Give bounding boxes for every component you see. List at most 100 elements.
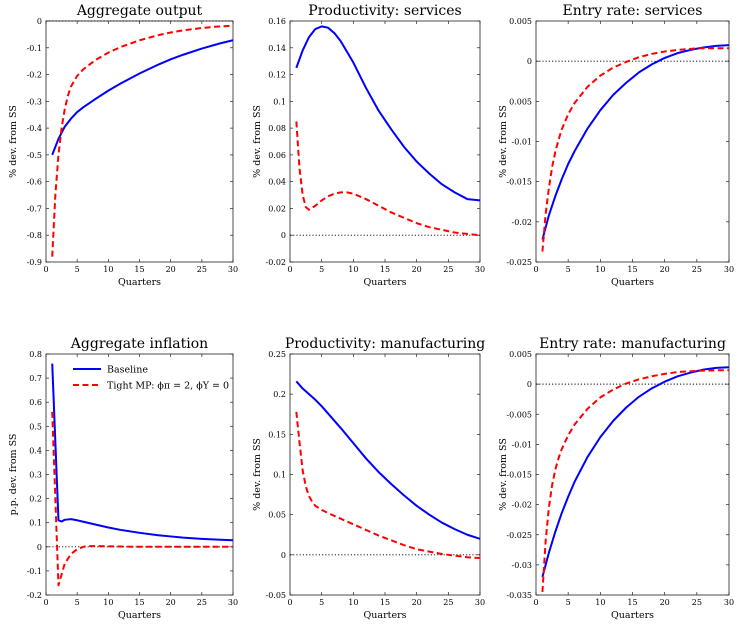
x-tick-label: 30: [228, 598, 238, 607]
x-tick-label: 20: [412, 265, 422, 274]
x-tick-label: 20: [660, 265, 670, 274]
x-tick-label: 25: [197, 265, 207, 274]
y-tick-label: 0.2: [273, 390, 286, 399]
y-axis-label: % dev. from SS: [8, 105, 19, 178]
y-tick-label: 0.7: [29, 374, 42, 383]
y-tick-label: -0.2: [27, 591, 42, 600]
x-tick-label: 15: [380, 598, 390, 607]
x-tick-label: 15: [134, 265, 144, 274]
x-tick-label: 20: [166, 598, 176, 607]
y-tick-label: 0.6: [29, 398, 42, 407]
plot-frame: [289, 20, 481, 263]
y-tick-label: -0.03: [511, 561, 532, 570]
series-line-tight-mp: [51, 24, 234, 257]
x-tick-label: 0: [287, 265, 292, 274]
y-tick-label: 0.06: [268, 151, 286, 160]
y-tick-label: 0.04: [268, 178, 286, 187]
y-tick-label: -0.025: [506, 258, 532, 267]
y-tick-label: 0: [281, 231, 286, 240]
y-tick-label: 0: [527, 380, 532, 389]
x-tick-label: 30: [724, 598, 734, 607]
y-tick-label: -0.5: [27, 151, 42, 160]
x-tick-label: 0: [43, 265, 48, 274]
x-tick-label: 10: [595, 265, 605, 274]
y-axis-label: % dev. from SS: [252, 438, 263, 511]
x-tick-label: 30: [724, 265, 734, 274]
y-tick-label: -0.005: [506, 410, 532, 419]
x-tick-label: 30: [228, 265, 238, 274]
series-line-tight-mp: [541, 369, 729, 593]
series-line-tight-mp: [295, 411, 481, 560]
y-tick-label: 0: [281, 551, 286, 560]
series-line-baseline: [541, 44, 730, 240]
chart-title: Aggregate inflation: [70, 336, 208, 352]
series-line-baseline: [541, 366, 730, 578]
series-line-tight-mp: [541, 47, 729, 252]
x-axis-label: Quarters: [118, 610, 161, 621]
series-line-baseline: [295, 380, 481, 540]
y-tick-label: 0.005: [509, 97, 532, 106]
chart-title: Productivity: manufacturing: [285, 336, 485, 352]
y-tick-label: 0.15: [268, 430, 286, 439]
y-tick-label: 0.16: [268, 17, 286, 26]
x-tick-label: 15: [627, 598, 637, 607]
plot-frame: [535, 353, 730, 596]
y-tick-label: -0.6: [27, 178, 42, 187]
y-tick-label: 0.02: [268, 204, 286, 213]
y-tick-label: -0.8: [27, 231, 42, 240]
series-line-tight-mp: [295, 121, 481, 237]
x-tick-label: 15: [380, 265, 390, 274]
y-tick-label: -0.02: [265, 258, 286, 267]
y-tick-label: -0.7: [27, 204, 42, 213]
y-tick-label: -0.015: [506, 471, 532, 480]
chart-title: Entry rate: manufacturing: [539, 336, 726, 352]
y-tick-label: -0.035: [506, 591, 532, 600]
y-tick-label: 0.08: [268, 124, 286, 133]
legend-label: Baseline: [107, 365, 148, 376]
y-axis-label: % dev. from SS: [252, 105, 263, 178]
y-axis-label: p.p. dev. from SS: [8, 434, 19, 516]
x-tick-label: 5: [319, 598, 324, 607]
y-tick-label: -0.01: [511, 138, 532, 147]
x-tick-label: 25: [443, 598, 453, 607]
x-tick-label: 10: [595, 598, 605, 607]
y-tick-label: -0.9: [27, 258, 42, 267]
legend: Baseline Tight MP: ϕπ = 2, ϕY = 0: [73, 365, 229, 392]
x-tick-label: 10: [103, 598, 113, 607]
y-tick-label: 0: [37, 17, 42, 26]
x-tick-label: 0: [533, 598, 538, 607]
x-axis-label: Quarters: [611, 277, 654, 288]
chart-panel-5: 0 5 10 15 20 25 30-0.0500.050.10.150.20.25Prod…: [252, 336, 485, 621]
y-tick-label: 0.4: [29, 446, 42, 455]
x-tick-label: 0: [533, 265, 538, 274]
legend-label: Tight MP: ϕπ = 2, ϕY = 0: [107, 381, 229, 392]
x-tick-label: 20: [412, 598, 422, 607]
x-tick-label: 10: [348, 598, 358, 607]
plot-frame: [289, 353, 481, 596]
x-tick-label: 0: [287, 598, 292, 607]
y-tick-label: 0.5: [29, 422, 42, 431]
x-tick-label: 5: [75, 265, 80, 274]
y-tick-label: -0.1: [27, 567, 42, 576]
x-tick-label: 15: [134, 598, 144, 607]
y-tick-label: -0.02: [511, 501, 532, 510]
x-tick-label: 20: [660, 598, 670, 607]
y-tick-label: -0.2: [27, 71, 42, 80]
x-axis-label: Quarters: [364, 277, 407, 288]
y-tick-label: -0.02: [511, 218, 532, 227]
chart-title: Productivity: services: [308, 3, 461, 19]
y-tick-label: 0.005: [509, 17, 532, 26]
x-axis-label: Quarters: [611, 610, 654, 621]
y-tick-label: 0.005: [509, 350, 532, 359]
chart-panel-1: 0 5 10 15 20 25 30 0 -0.1 -0.2 -0.3 -0.4 -0.5 -0.6 -0.…: [8, 3, 238, 288]
chart-panel-3: 0 5 10 15 20 25 30 -0.025 -0.02 -0.015 -0.01 0.005 0…: [498, 3, 734, 288]
y-tick-label: -0.01: [511, 440, 532, 449]
chart-panel-4: 0 5 10 15 20 25 30 -0.2 -0.1 0 0.1 0.2 0.3 0.4 0.5 0.6 0…: [8, 336, 238, 621]
series-line-baseline: [51, 363, 234, 542]
y-tick-label: 0.3: [29, 471, 42, 480]
x-tick-label: 10: [348, 265, 358, 274]
x-tick-label: 25: [197, 598, 207, 607]
x-tick-label: 25: [692, 265, 702, 274]
plot-frame: [535, 20, 730, 263]
